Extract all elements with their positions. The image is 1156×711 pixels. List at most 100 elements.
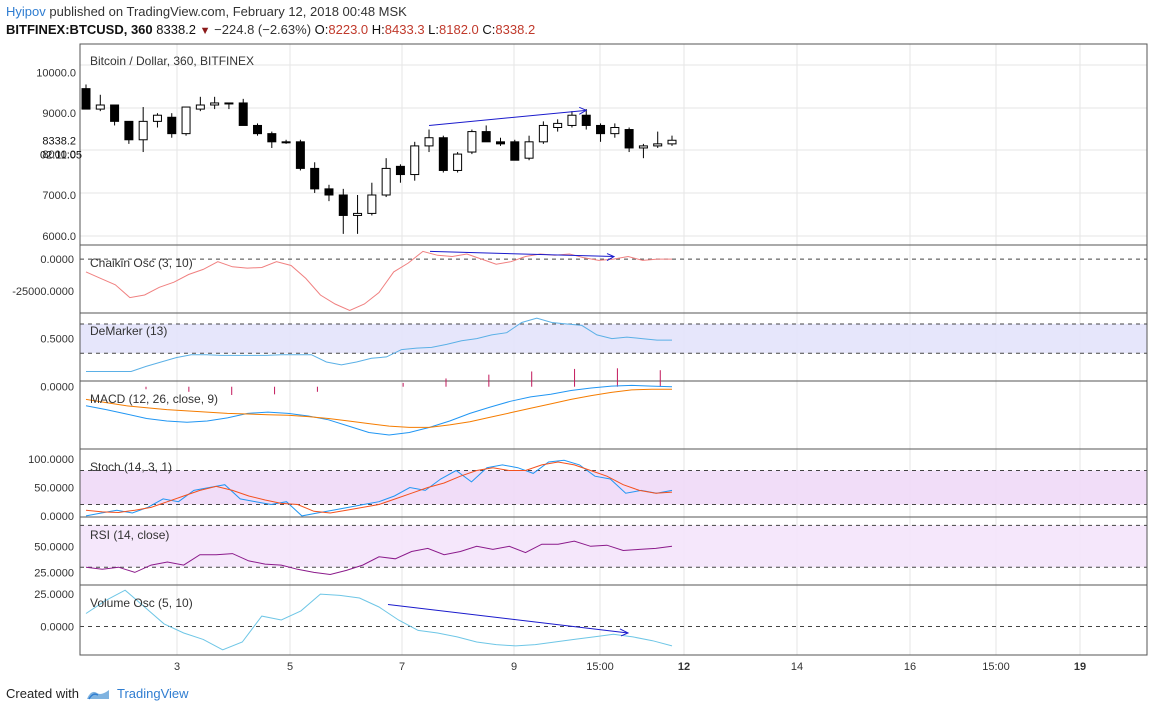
y-tick-label: 0.0000 xyxy=(40,621,74,633)
candle-body xyxy=(524,141,534,159)
low-label: L: xyxy=(428,22,440,37)
indicator-title: Chaikin Osc (3, 10) xyxy=(90,256,193,270)
candle-body xyxy=(638,145,648,149)
candle-body xyxy=(495,141,505,145)
candle-body xyxy=(210,102,220,106)
candle-body xyxy=(167,116,177,135)
y-tick-label: 0.5000 xyxy=(40,334,74,346)
publish-line: Hyipov published on TradingView.com, Feb… xyxy=(6,4,407,19)
chart-frame xyxy=(79,43,1148,656)
indicator-title: MACD (12, 26, close, 9) xyxy=(90,392,218,406)
candle-body xyxy=(553,122,563,128)
candle-body xyxy=(138,120,148,141)
candle-body xyxy=(338,194,348,216)
y-tick-label: 0.0000 xyxy=(40,511,74,523)
indicator-series-line xyxy=(85,461,673,514)
author-link[interactable]: Hyipov xyxy=(6,4,46,19)
candle-body xyxy=(395,165,405,176)
indicator-title: RSI (14, close) xyxy=(90,528,169,542)
indicator-bands xyxy=(80,258,1147,627)
y-tick-label: 8000.0 xyxy=(42,149,76,161)
footer: Created with TradingView xyxy=(6,686,189,701)
tradingview-link[interactable]: TradingView xyxy=(116,686,189,701)
indicator-series-line xyxy=(85,388,672,428)
x-tick-label: 5 xyxy=(287,661,293,673)
created-with-label: Created with xyxy=(6,686,79,701)
last-price-label: 8338.2 xyxy=(42,135,76,147)
candle-body xyxy=(467,131,477,153)
indicator-title: Volume Osc (5, 10) xyxy=(90,596,193,610)
volume-divergence-line xyxy=(387,603,629,634)
indicator-band xyxy=(80,525,1147,568)
x-tick-label: 15:00 xyxy=(982,661,1010,673)
candle-body xyxy=(310,167,320,190)
candle-body xyxy=(510,141,520,161)
countdown-label: 02:11:05 xyxy=(40,149,82,161)
last-price: 8338.2 xyxy=(156,22,197,37)
candle-body xyxy=(667,139,677,145)
y-tick-label: 6000.0 xyxy=(42,231,76,243)
trendline xyxy=(428,109,587,126)
candle-body xyxy=(281,141,291,144)
y-tick-label: 50.0000 xyxy=(34,541,74,553)
y-tick-label: 25.0000 xyxy=(34,567,74,579)
tradingview-logo-icon xyxy=(86,689,109,699)
close-label: C: xyxy=(482,22,496,37)
y-tick-label: 100.0000 xyxy=(28,454,74,466)
open-label: O: xyxy=(314,22,329,37)
candle-body xyxy=(195,104,205,110)
indicator-series-line xyxy=(85,459,673,517)
x-tick-label: 15:00 xyxy=(586,661,614,673)
candle-body xyxy=(481,131,491,143)
y-tick-label: 0.0000 xyxy=(40,254,74,266)
indicator-title: DeMarker (13) xyxy=(90,324,167,338)
candle-body xyxy=(367,194,377,214)
panes xyxy=(79,43,1148,656)
candle-body xyxy=(353,212,363,216)
x-tick-label: 14 xyxy=(791,661,803,673)
y-tick-label: 10000.0 xyxy=(36,67,76,79)
open-value: 8223.0 xyxy=(328,22,369,37)
y-tick-label: 9000.0 xyxy=(42,108,76,120)
y-tick-label: -25000.0000 xyxy=(12,286,74,298)
candle-body xyxy=(381,167,391,196)
y-tick-label: 50.0000 xyxy=(34,483,74,495)
y-tick-label: 0.0000 xyxy=(40,382,74,394)
candle-body xyxy=(596,124,606,135)
candle-body xyxy=(410,145,420,176)
axis-labels: 10000.0 9000.0 8000.0 7000.0 6000.0 8338.2 02:… xyxy=(12,54,1086,673)
candle-body xyxy=(624,129,634,149)
close-value: 8338.2 xyxy=(495,22,536,37)
down-arrow-icon: ▼ xyxy=(199,25,211,37)
x-tick-label: 3 xyxy=(174,661,180,673)
volume-arrowhead xyxy=(619,628,630,637)
candle-body xyxy=(267,133,277,143)
publish-info: published on TradingView.com, February 1… xyxy=(49,4,407,19)
candle-body xyxy=(424,137,434,147)
high-value: 8433.3 xyxy=(384,22,425,37)
low-value: 8182.0 xyxy=(439,22,479,37)
y-tick-label: 7000.0 xyxy=(42,190,76,202)
candle-body xyxy=(238,102,248,126)
chaikin-arrowhead xyxy=(606,253,616,261)
high-label: H: xyxy=(371,22,385,37)
x-tick-label: 16 xyxy=(904,661,916,673)
indicator-series-line xyxy=(85,540,673,576)
candle-body xyxy=(438,137,448,171)
candle-body xyxy=(110,104,120,122)
x-tick-label: 12 xyxy=(678,661,690,673)
y-tick-label: 25.0000 xyxy=(34,589,74,601)
candle-body xyxy=(181,106,191,135)
candle-body xyxy=(224,102,234,105)
main-pane-title: Bitcoin / Dollar, 360, BITFINEX xyxy=(90,54,254,68)
x-tick-label: 19 xyxy=(1074,661,1086,673)
x-tick-label: 9 xyxy=(511,661,517,673)
candle-body xyxy=(610,127,620,135)
chaikin-divergence-line xyxy=(429,250,615,258)
candle-body xyxy=(253,124,263,135)
indicator-series-line xyxy=(86,317,672,372)
candle-body xyxy=(653,143,663,147)
indicator-title: Stoch (14, 3, 1) xyxy=(90,460,172,474)
candle-body xyxy=(538,124,548,143)
